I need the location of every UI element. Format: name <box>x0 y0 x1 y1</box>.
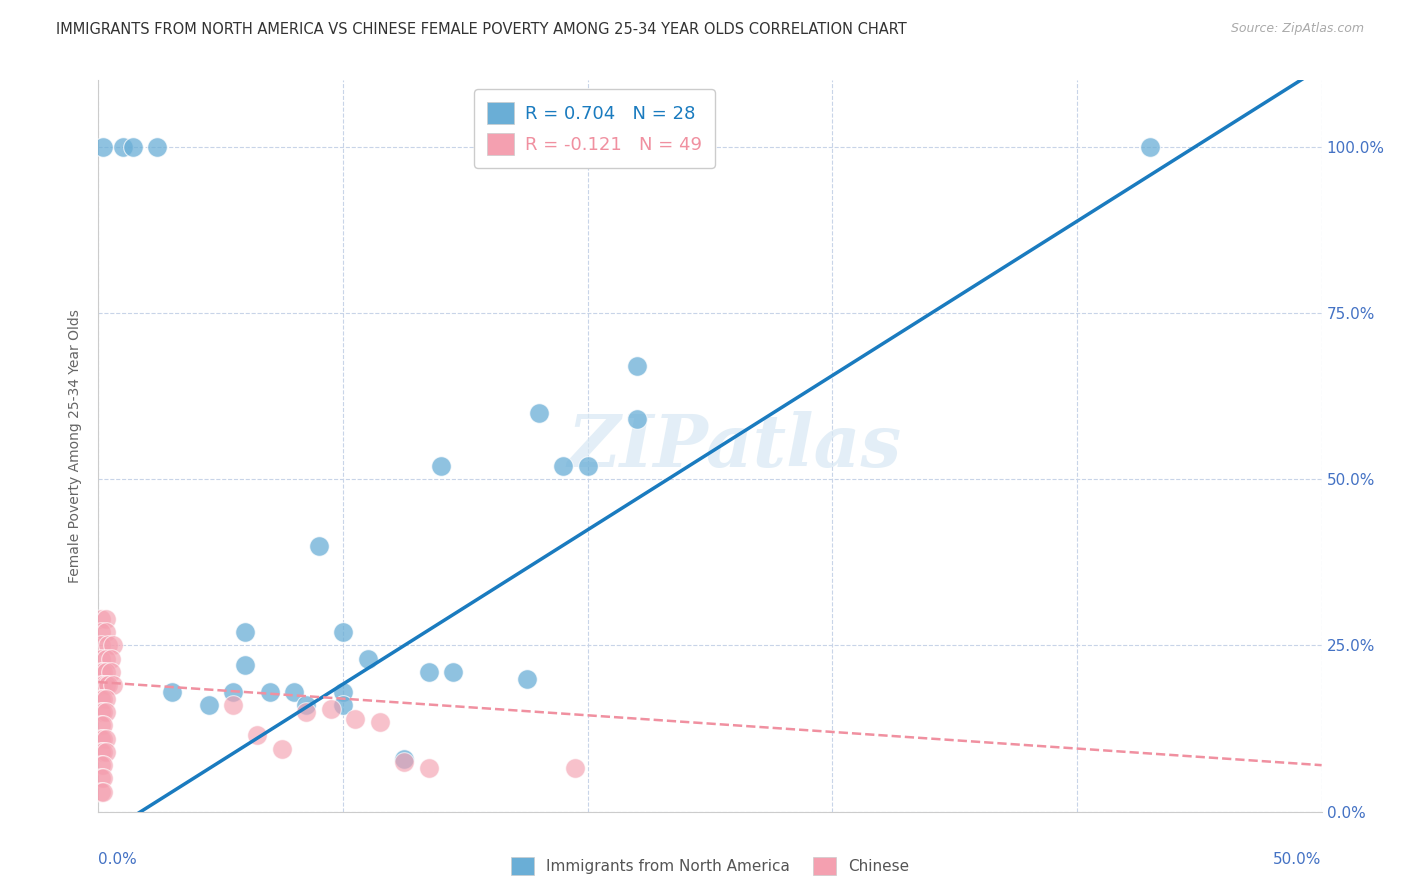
Point <box>91 745 114 759</box>
Point <box>100 665 122 679</box>
Point <box>160 685 183 699</box>
Point <box>270 741 294 756</box>
Text: 50.0%: 50.0% <box>1274 852 1322 867</box>
Point <box>222 698 245 713</box>
Legend: Immigrants from North America, Chinese: Immigrants from North America, Chinese <box>502 847 918 885</box>
Point <box>91 665 114 679</box>
Point <box>90 772 112 786</box>
Point <box>344 712 367 726</box>
Point <box>94 612 117 626</box>
Point <box>91 678 114 692</box>
Point <box>197 698 219 713</box>
Point <box>91 140 114 154</box>
Point <box>576 458 599 473</box>
Point <box>233 625 256 640</box>
Point <box>441 665 464 679</box>
Point <box>90 785 112 799</box>
Text: 0.0%: 0.0% <box>98 852 138 867</box>
Point <box>527 406 550 420</box>
Point <box>283 685 305 699</box>
Point <box>90 678 112 692</box>
Point <box>259 685 281 699</box>
Point <box>94 652 117 666</box>
Point <box>91 785 114 799</box>
Point <box>97 678 120 692</box>
Point <box>91 705 114 719</box>
Point <box>418 762 440 776</box>
Point <box>90 718 112 732</box>
Point <box>90 705 112 719</box>
Point <box>295 705 318 719</box>
Point <box>392 751 416 765</box>
Point <box>90 652 112 666</box>
Point <box>626 359 648 374</box>
Point <box>90 625 112 640</box>
Point <box>90 612 112 626</box>
Point <box>121 140 143 154</box>
Point <box>100 652 122 666</box>
Point <box>90 731 112 746</box>
Point <box>564 762 586 776</box>
Point <box>246 728 269 742</box>
Point <box>90 691 112 706</box>
Point <box>90 758 112 772</box>
Point <box>94 625 117 640</box>
Point <box>94 745 117 759</box>
Text: Source: ZipAtlas.com: Source: ZipAtlas.com <box>1230 22 1364 36</box>
Point <box>553 458 575 473</box>
Point <box>90 665 112 679</box>
Point <box>94 691 117 706</box>
Point <box>111 140 134 154</box>
Point <box>90 639 112 653</box>
Point <box>91 691 114 706</box>
Point <box>90 745 112 759</box>
Point <box>368 714 391 729</box>
Point <box>295 698 318 713</box>
Text: ZIPatlas: ZIPatlas <box>568 410 901 482</box>
Point <box>146 140 169 154</box>
Point <box>418 665 440 679</box>
Point <box>94 665 117 679</box>
Point <box>332 685 354 699</box>
Point <box>319 701 342 715</box>
Point <box>91 731 114 746</box>
Point <box>392 755 416 769</box>
Point <box>101 639 124 653</box>
Text: IMMIGRANTS FROM NORTH AMERICA VS CHINESE FEMALE POVERTY AMONG 25-34 YEAR OLDS CO: IMMIGRANTS FROM NORTH AMERICA VS CHINESE… <box>56 22 907 37</box>
Point <box>94 678 117 692</box>
Point <box>332 698 354 713</box>
Point <box>97 639 120 653</box>
Point <box>1139 140 1161 154</box>
Point <box>222 685 245 699</box>
Point <box>91 772 114 786</box>
Point <box>626 412 648 426</box>
Point <box>94 705 117 719</box>
Point <box>101 678 124 692</box>
Point <box>91 718 114 732</box>
Point <box>94 731 117 746</box>
Point <box>308 539 330 553</box>
Point <box>91 758 114 772</box>
Point <box>515 672 537 686</box>
Point <box>356 652 378 666</box>
Y-axis label: Female Poverty Among 25-34 Year Olds: Female Poverty Among 25-34 Year Olds <box>69 309 83 583</box>
Point <box>233 658 256 673</box>
Point <box>430 458 453 473</box>
Point <box>332 625 354 640</box>
